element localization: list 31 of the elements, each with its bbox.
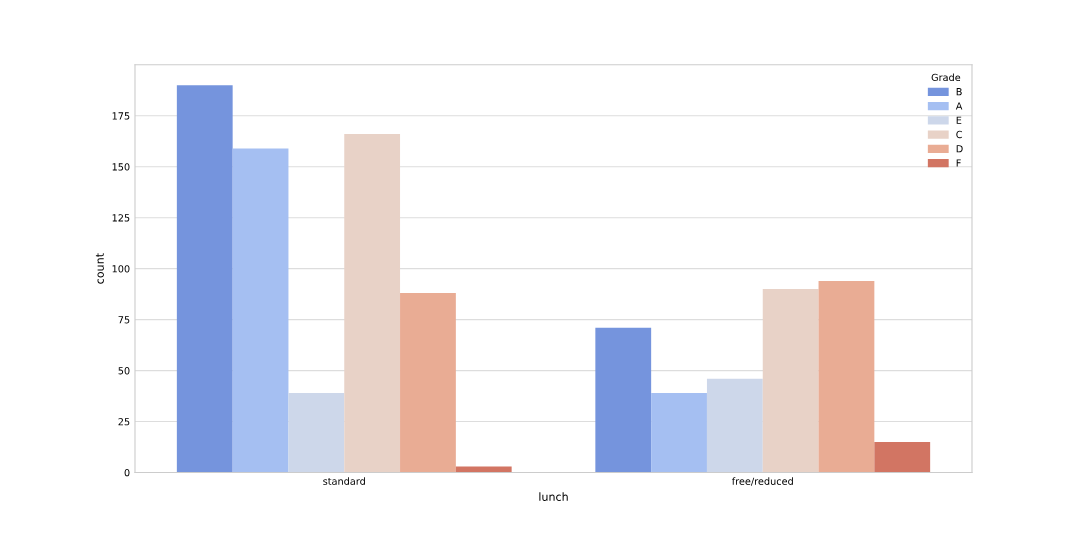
y-tick-label: 50: [118, 367, 130, 375]
bar: [344, 134, 401, 473]
y-tick-label: 75: [118, 316, 130, 324]
legend-label: A: [955, 102, 963, 110]
y-tick-label: 175: [112, 112, 130, 120]
bar: [706, 378, 763, 473]
bar: [288, 393, 345, 473]
x-tick-label: free/reduced: [731, 477, 793, 486]
bar: [651, 393, 707, 473]
y-tick-label: 0: [124, 468, 130, 477]
legend-label: D: [956, 145, 963, 153]
x-tick-label: standard: [323, 477, 365, 485]
bar: [455, 466, 512, 473]
legend-label: C: [956, 130, 963, 139]
legend-label: F: [956, 159, 961, 167]
bar: [595, 327, 652, 473]
y-tick-label: 25: [118, 418, 130, 426]
bar: [176, 85, 233, 473]
y-tick-label: 125: [112, 214, 130, 222]
legend-title: Grade: [931, 73, 961, 82]
bar: [232, 148, 289, 473]
y-tick-label: 150: [112, 163, 130, 171]
bar: [818, 280, 875, 473]
bar: [762, 289, 819, 473]
x-axis-title: lunch: [539, 492, 568, 501]
bar: [874, 441, 931, 473]
legend-label: B: [956, 88, 962, 96]
bar: [400, 293, 456, 473]
y-axis-title: count: [95, 253, 104, 284]
legend-label: E: [956, 116, 962, 124]
y-tick-label: 100: [112, 265, 130, 273]
